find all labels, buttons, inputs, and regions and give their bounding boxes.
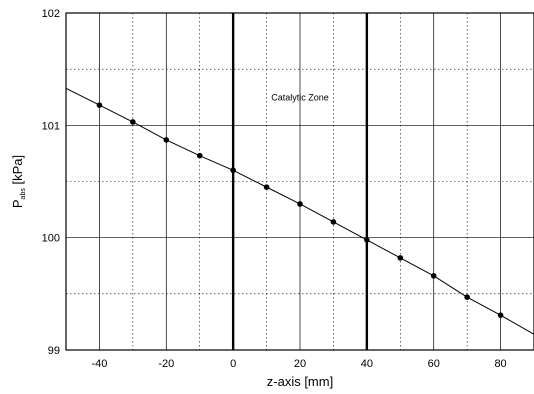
- x-tick-label: 80: [494, 358, 506, 370]
- y-tick-label: 101: [42, 120, 60, 132]
- y-tick-labels: 99 100 101 102: [42, 8, 60, 357]
- x-tick-labels: -40 -20 0 20 40 60 80: [91, 358, 506, 370]
- data-point: [163, 137, 170, 143]
- y-tick-label: 100: [42, 233, 60, 245]
- x-tick-label: -20: [158, 358, 174, 370]
- data-point: [464, 294, 470, 301]
- data-point: [430, 273, 437, 279]
- data-point: [196, 152, 203, 159]
- y-tick-label: 99: [48, 345, 60, 357]
- y-axis-title-unit: [kPa]: [10, 155, 25, 188]
- x-tick-label: 20: [294, 358, 306, 370]
- catalytic-zone-boundaries: [231, 13, 369, 350]
- y-tick-label: 102: [42, 8, 60, 20]
- data-point: [497, 312, 504, 318]
- x-axis-title: z-axis [mm]: [267, 374, 333, 389]
- x-tick-label: -40: [91, 358, 107, 370]
- data-point: [130, 119, 136, 125]
- data-point: [297, 201, 303, 207]
- minor-grid: [65, 13, 534, 350]
- series-group: [65, 87, 534, 335]
- catalytic-zone-label: Catalytic Zone: [271, 92, 329, 102]
- data-point: [397, 255, 404, 261]
- x-tick-label: 0: [230, 358, 236, 370]
- data-point: [230, 167, 236, 174]
- major-grid: [66, 12, 534, 351]
- data-point: [96, 102, 103, 108]
- data-point: [364, 237, 370, 243]
- x-tick-label: 40: [361, 358, 373, 370]
- x-tick-label: 60: [428, 358, 440, 370]
- data-point: [263, 184, 270, 190]
- y-axis-title-main: P: [10, 199, 25, 208]
- y-axis-title-sub: abs: [20, 188, 27, 200]
- data-point: [330, 219, 337, 225]
- y-axis-title: Pabs [kPa]: [10, 155, 27, 208]
- plot-frame: [65, 12, 534, 351]
